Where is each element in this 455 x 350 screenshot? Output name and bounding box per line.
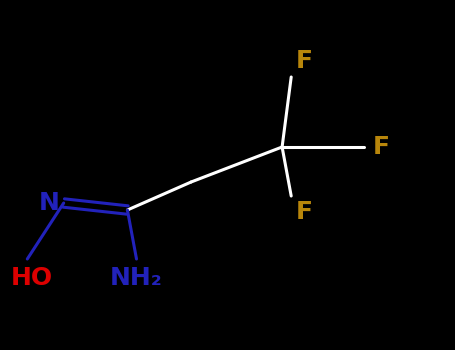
Text: F: F [296,199,313,224]
Text: F: F [296,49,313,74]
Text: HO: HO [11,266,53,290]
Text: N: N [38,191,59,215]
Text: F: F [373,135,390,159]
Text: NH₂: NH₂ [110,266,163,290]
